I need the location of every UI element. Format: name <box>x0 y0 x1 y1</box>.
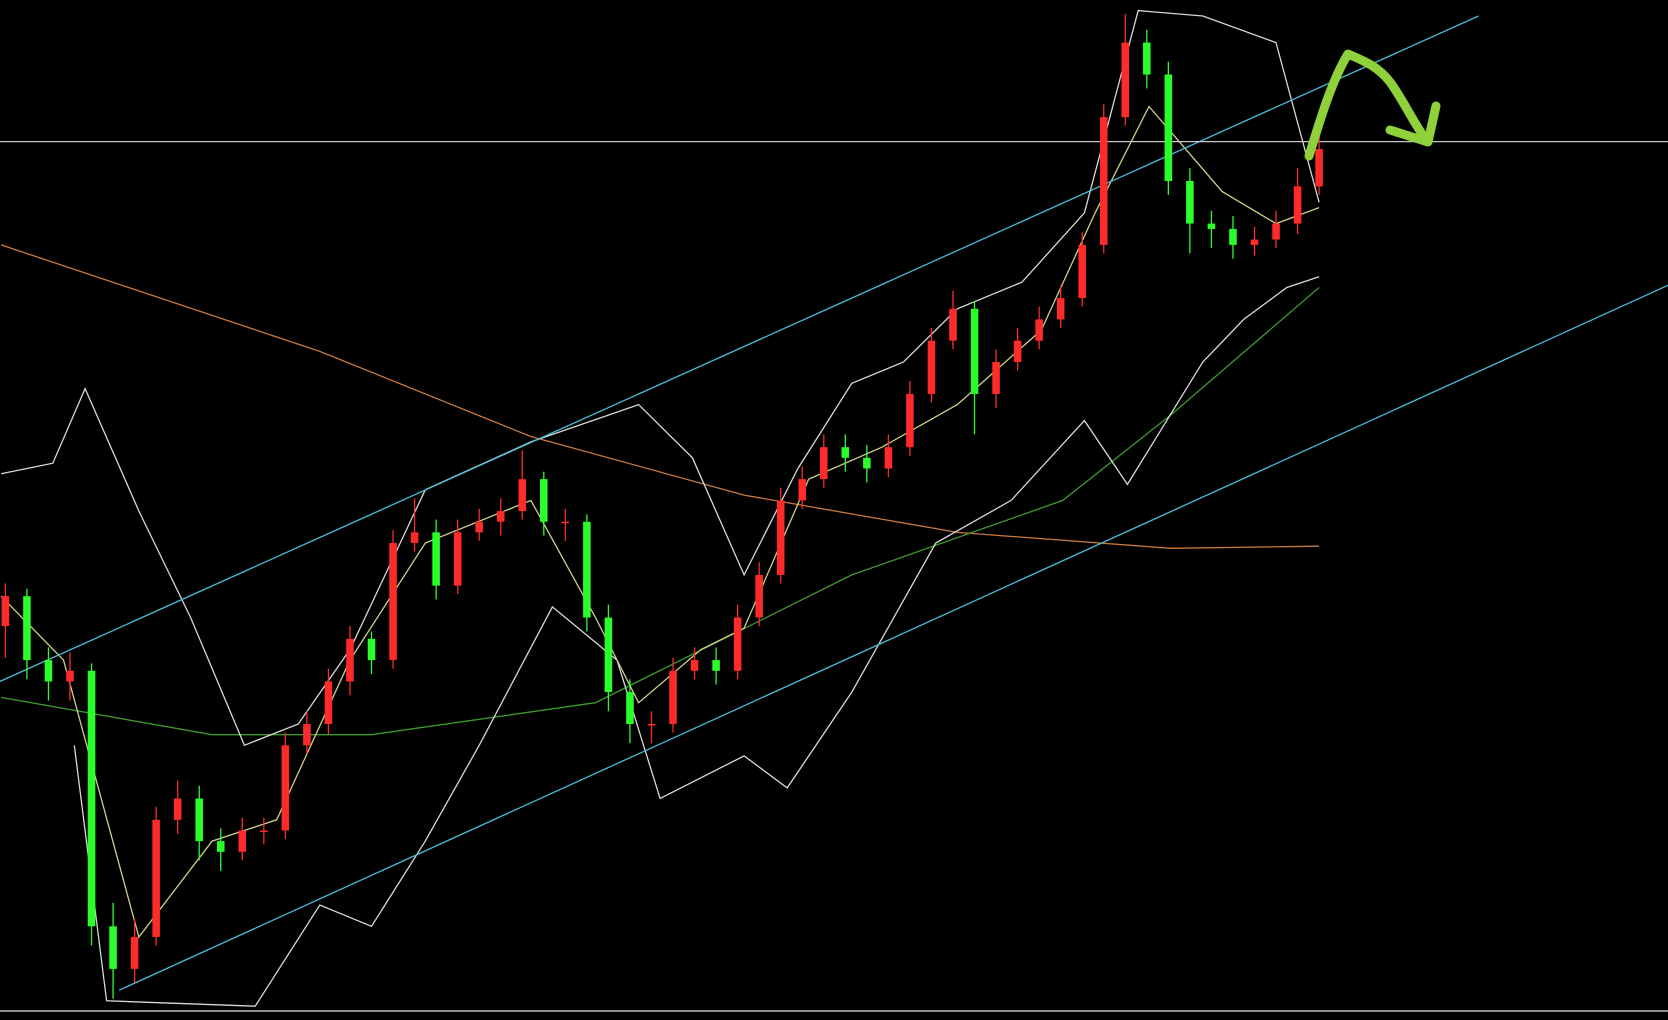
candle-body <box>1293 186 1302 224</box>
candle-body <box>367 638 376 661</box>
candle-body <box>44 660 53 682</box>
candle-body <box>1035 319 1043 341</box>
candle-body <box>130 936 139 969</box>
candle-body <box>1056 298 1065 320</box>
candle-body <box>152 819 160 937</box>
overlay-line <box>0 244 1320 549</box>
candle-body <box>1272 223 1280 240</box>
candle-body <box>776 500 785 575</box>
candle-body <box>1229 228 1237 245</box>
candle-body <box>1186 181 1194 224</box>
candle-body <box>518 479 527 512</box>
candle-body <box>303 724 311 746</box>
candle-body <box>1121 42 1130 118</box>
candle-body <box>1 596 10 627</box>
candle-body <box>324 681 333 725</box>
candle-body <box>66 670 74 682</box>
candle-body <box>561 521 570 524</box>
candle-body <box>346 638 354 682</box>
candle-body <box>604 617 613 693</box>
candle-body <box>475 521 483 533</box>
candle-body <box>23 596 31 661</box>
candle-body <box>626 692 634 725</box>
candle-body <box>798 479 807 501</box>
candle-body <box>238 830 247 852</box>
candle-body <box>820 447 828 480</box>
candle-body <box>1315 149 1323 187</box>
candle-body <box>755 574 763 618</box>
candle-body <box>690 660 699 671</box>
hand-drawn-arrow <box>1304 49 1441 161</box>
candle-body <box>281 745 290 831</box>
candle-body <box>970 308 979 394</box>
candle-body <box>1099 117 1108 245</box>
candle-body <box>1250 239 1259 245</box>
overlay-line <box>118 284 1668 991</box>
candle-body <box>583 521 591 618</box>
candle-body <box>992 362 1000 394</box>
plot-area <box>0 9 1668 1007</box>
candle-body <box>87 670 96 927</box>
arrow-head <box>1385 101 1441 147</box>
candle-body <box>1013 340 1022 363</box>
candle-body <box>1078 244 1086 299</box>
overlay-line <box>73 276 1320 1007</box>
arrow-stroke <box>1304 49 1431 161</box>
candle-body <box>496 511 505 522</box>
candle-body <box>195 798 203 842</box>
candle-body <box>1164 74 1173 182</box>
candle-body <box>927 340 936 394</box>
candle-body <box>1207 223 1216 229</box>
candle-body <box>540 479 548 522</box>
candle-body <box>669 670 677 725</box>
candle-body <box>906 393 914 448</box>
candle-body <box>863 457 871 469</box>
candle-body <box>733 617 742 671</box>
candle-body <box>453 532 462 586</box>
candle-body <box>647 724 656 726</box>
candle-body <box>389 543 397 661</box>
candle-body <box>260 830 268 832</box>
candle-body <box>841 447 850 458</box>
candle-body <box>712 660 720 671</box>
candle-body <box>173 798 182 820</box>
candle-body <box>1143 42 1151 75</box>
candle-body <box>432 532 440 586</box>
candle-body <box>216 841 225 852</box>
candle-body <box>884 447 893 469</box>
overlay-line <box>0 15 1479 682</box>
candle-body <box>410 532 419 544</box>
candle-body <box>949 308 957 341</box>
candle-body <box>109 926 117 969</box>
